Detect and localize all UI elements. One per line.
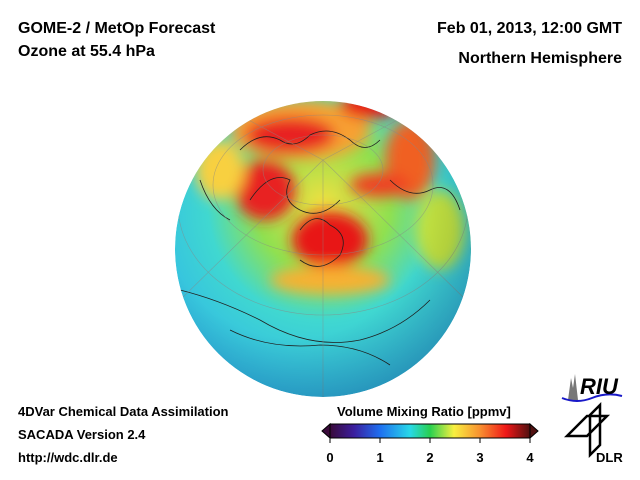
footer-method: 4DVar Chemical Data Assimilation [18, 404, 229, 419]
date-label: Feb 01, 2013, 12:00 GMT [437, 20, 622, 37]
dlr-logo-text: DLR [596, 450, 623, 465]
footer-version: SACADA Version 2.4 [18, 427, 146, 442]
colorbar-tick: 2 [426, 450, 434, 465]
colorbar-tick: 3 [476, 450, 484, 465]
title-product: GOME‑2 / MetOp Forecast [18, 20, 216, 37]
colorbar-tick: 1 [376, 450, 384, 465]
riu-logo [561, 374, 623, 402]
riu-logo-text: RIU [580, 374, 618, 399]
title-quantity: Ozone at 55.4 hPa [18, 43, 155, 60]
colorbar-tick: 0 [326, 450, 334, 465]
colorbar [321, 422, 539, 443]
region-label: Northern Hemisphere [458, 50, 622, 67]
dlr-logo [563, 401, 611, 459]
colorbar-tick: 4 [526, 450, 534, 465]
colorbar-label: Volume Mixing Ratio [ppmv] [337, 404, 511, 419]
footer-url[interactable]: http://wdc.dlr.de [18, 450, 118, 465]
